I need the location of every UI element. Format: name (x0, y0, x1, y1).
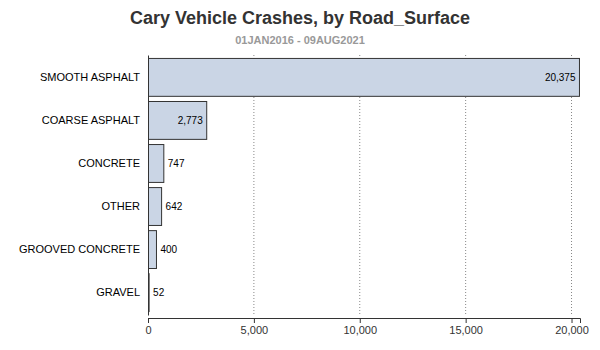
y-tick-label: SMOOTH ASPHALT (40, 71, 140, 83)
y-tick: GROOVED CONCRETE (19, 243, 140, 255)
y-axis-line (148, 56, 149, 316)
bar (148, 231, 156, 269)
bar (148, 145, 164, 183)
bar (148, 188, 162, 226)
x-tick-label: 20,000 (555, 324, 589, 336)
y-tick-label: GRAVEL (96, 286, 140, 298)
y-tick-label: OTHER (102, 200, 141, 212)
bar (148, 101, 207, 139)
x-tick: 0 (145, 318, 151, 336)
data-label: 2,773 (178, 115, 203, 126)
y-tick: CONCRETE (78, 157, 140, 169)
bars (148, 58, 579, 311)
y-tick-label: COARSE ASPHALT (42, 114, 140, 126)
x-tick-label: 15,000 (449, 324, 483, 336)
x-tick: 20,000 (555, 318, 589, 336)
y-tick-label: CONCRETE (78, 157, 140, 169)
x-tick-mark (360, 318, 361, 323)
data-label: 52 (153, 287, 165, 298)
y-axis: SMOOTH ASPHALT COARSE ASPHALT CONCRETE OTHE… (19, 56, 149, 316)
x-tick: 10,000 (343, 318, 377, 336)
x-tick-mark (148, 318, 149, 323)
x-tick: 5,000 (241, 318, 269, 336)
y-tick: COARSE ASPHALT (42, 114, 140, 126)
x-axis-line (149, 319, 581, 324)
x-tick-label: 10,000 (343, 324, 377, 336)
chart: Cary Vehicle Crashes, by Road_Surface 01J… (0, 0, 600, 350)
data-label: 400 (160, 244, 177, 255)
x-tick-mark (254, 318, 255, 323)
x-tick: 15,000 (449, 318, 483, 336)
y-tick-label: GROOVED CONCRETE (19, 243, 140, 255)
data-label: 747 (168, 158, 185, 169)
y-tick: GRAVEL (96, 286, 140, 298)
x-axis: 0 5,000 10,000 15,000 20,000 (145, 318, 588, 336)
data-label: 642 (166, 201, 183, 212)
x-tick-label: 5,000 (241, 324, 269, 336)
bar (148, 58, 579, 96)
x-tick-mark (572, 318, 573, 323)
data-labels: 20,375 2,773 747 642 400 52 (153, 72, 576, 298)
y-tick: OTHER (102, 200, 141, 212)
data-label: 20,375 (545, 72, 576, 83)
plot: 0 5,000 10,000 15,000 20,000 SMOOTH ASPHALT CO… (19, 55, 589, 336)
title: Cary Vehicle Crashes, by Road_Surface (130, 8, 470, 28)
x-tick-label: 0 (145, 324, 151, 336)
subtitle: 01JAN2016 - 09AUG2021 (235, 34, 365, 46)
x-tick-mark (466, 318, 467, 323)
y-tick: SMOOTH ASPHALT (40, 71, 140, 83)
